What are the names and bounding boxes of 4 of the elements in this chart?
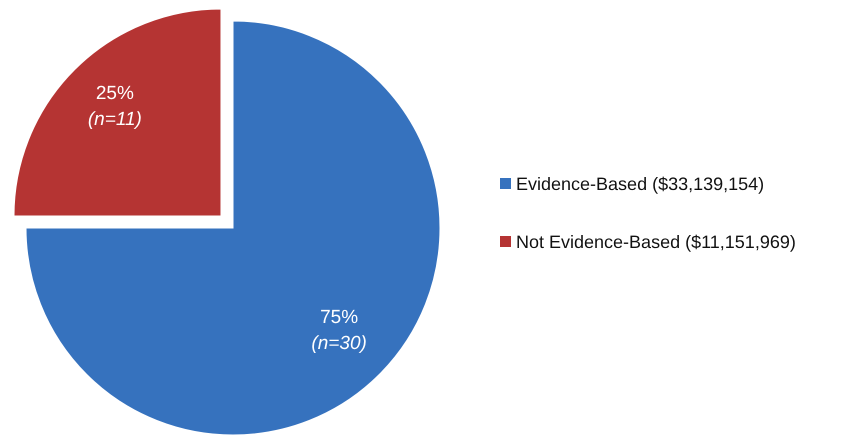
data-label: 25% (n=11) [88,82,142,130]
legend-label: Evidence-Based ($33,139,154) [516,174,764,194]
legend-label: Not Evidence-Based ($11,151,969) [516,232,796,252]
data-label: 75% (n=30) [311,307,367,354]
